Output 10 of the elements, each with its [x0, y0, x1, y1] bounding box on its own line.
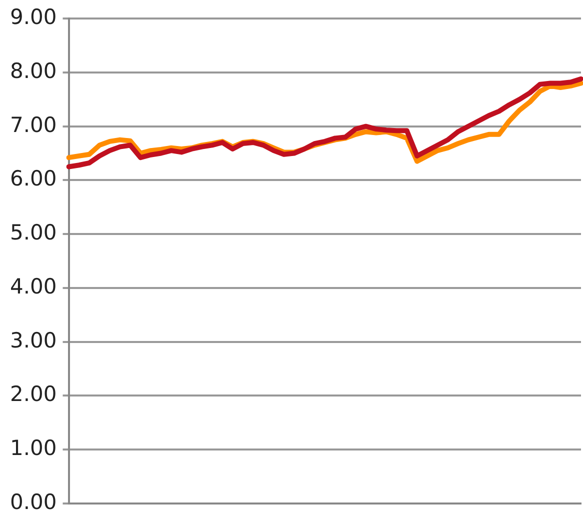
y-tick-label: 8.00	[10, 58, 57, 83]
y-tick-label: 5.00	[10, 220, 57, 245]
y-tick-label: 9.00	[10, 5, 57, 30]
y-tick-label: 4.00	[10, 274, 57, 298]
y-tick-label: 6.00	[10, 166, 57, 191]
y-tick-label: 7.00	[10, 112, 57, 137]
y-tick-label: 0.00	[10, 490, 57, 514]
y-tick-label: 1.00	[10, 436, 57, 460]
y-tick-label: 3.00	[10, 328, 57, 352]
y-tick-label: 2.00	[10, 382, 57, 406]
